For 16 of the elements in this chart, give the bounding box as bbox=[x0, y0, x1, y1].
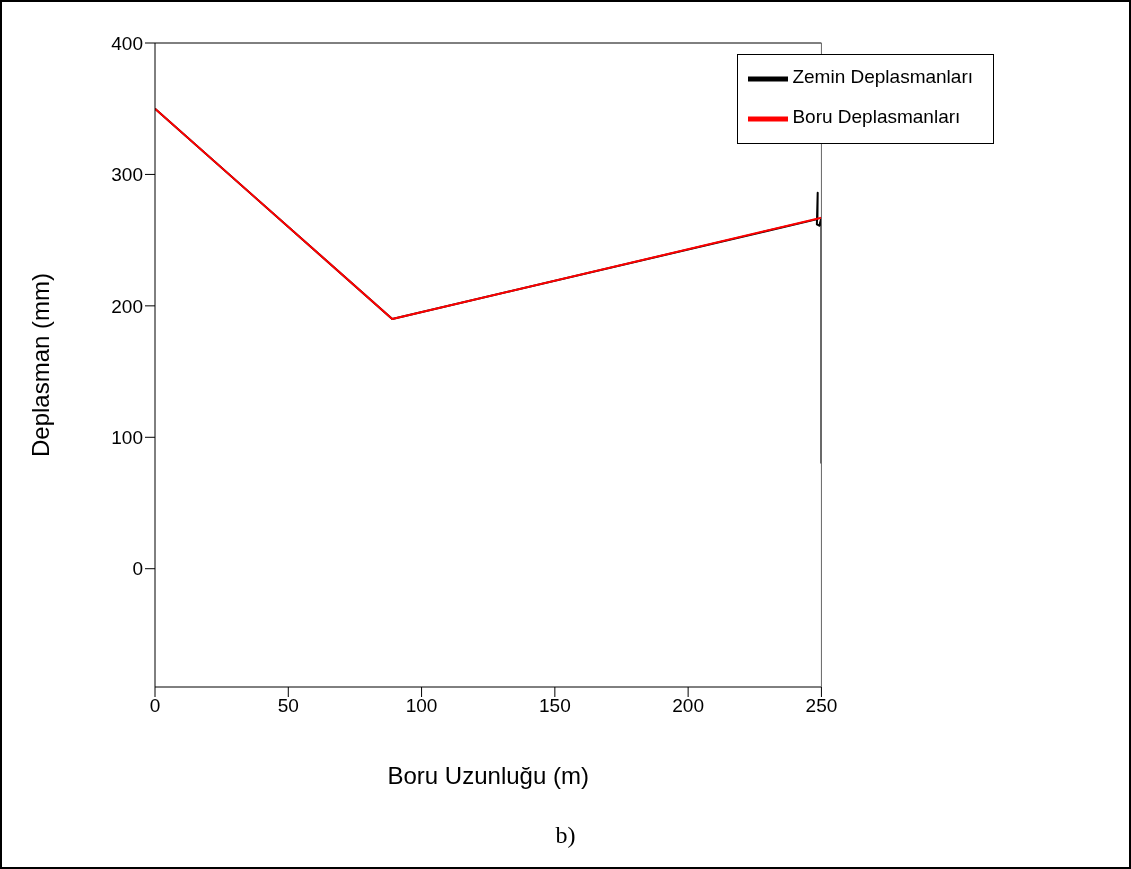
x-axis-title: Boru Uzunluğu (m) bbox=[387, 762, 589, 790]
y-tick-label: 300 bbox=[111, 164, 143, 186]
legend-label: Zemin Deplasmanları bbox=[792, 66, 973, 88]
y-tick-label: 200 bbox=[111, 295, 143, 317]
x-tick-label: 50 bbox=[277, 695, 299, 717]
x-tick-label: 250 bbox=[805, 695, 838, 717]
text: b) bbox=[554, 822, 577, 849]
x-tick-label: 100 bbox=[405, 695, 438, 717]
legend-label: Boru Deplasmanları bbox=[792, 106, 961, 128]
y-tick-label: 0 bbox=[132, 558, 143, 580]
x-tick-label: 0 bbox=[149, 695, 161, 717]
x-tick-label: 150 bbox=[539, 695, 571, 717]
y-tick-label: 100 bbox=[111, 427, 143, 449]
x-tick-label: 200 bbox=[672, 695, 704, 717]
y-axis-title: Deplasman (mm) bbox=[26, 272, 54, 458]
y-tick-label: 400 bbox=[111, 32, 143, 54]
